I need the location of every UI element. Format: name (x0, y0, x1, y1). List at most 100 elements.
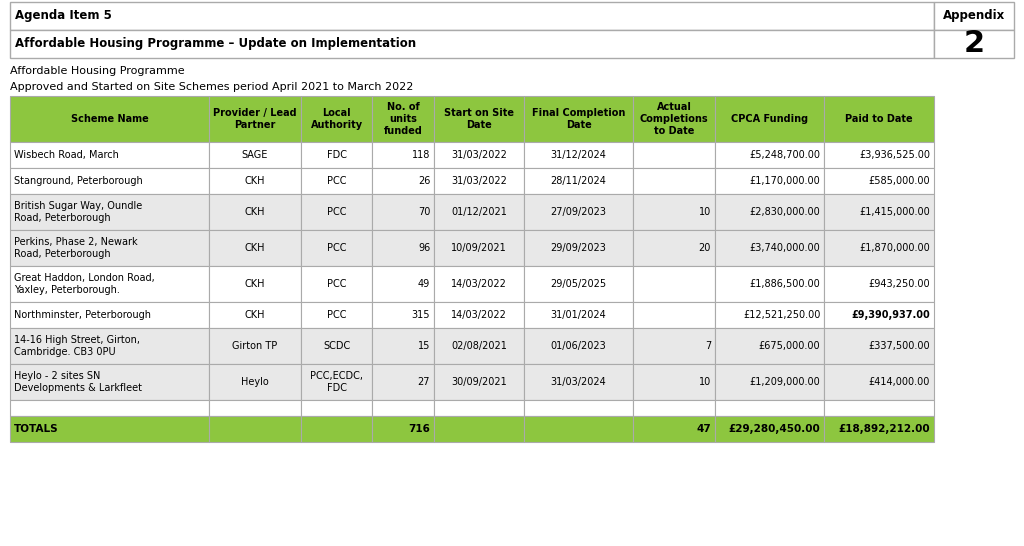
Text: 31/03/2022: 31/03/2022 (451, 176, 507, 186)
Text: CKH: CKH (245, 279, 265, 289)
Bar (373, 96, 434, 142)
Text: PCC: PCC (327, 243, 346, 253)
Text: Paid to Date: Paid to Date (846, 114, 913, 124)
Bar (301, 96, 373, 142)
Bar (10, 364, 209, 400)
Bar (434, 400, 523, 416)
Text: PCC: PCC (327, 310, 346, 320)
Bar (301, 142, 373, 168)
Text: 29/05/2025: 29/05/2025 (551, 279, 606, 289)
Bar (434, 328, 523, 364)
Bar (715, 266, 824, 302)
Bar (10, 416, 209, 442)
Text: £12,521,250.00: £12,521,250.00 (743, 310, 820, 320)
Bar (10, 2, 934, 30)
Bar (209, 416, 301, 442)
Text: British Sugar Way, Oundle
Road, Peterborough: British Sugar Way, Oundle Road, Peterbor… (14, 201, 142, 223)
Text: 28/11/2024: 28/11/2024 (551, 176, 606, 186)
Bar (523, 328, 633, 364)
Text: £9,390,937.00: £9,390,937.00 (851, 310, 930, 320)
Text: £585,000.00: £585,000.00 (868, 176, 930, 186)
Text: £337,500.00: £337,500.00 (868, 341, 930, 351)
Text: £2,830,000.00: £2,830,000.00 (750, 207, 820, 217)
Bar (715, 364, 824, 400)
Bar (523, 266, 633, 302)
Bar (824, 328, 934, 364)
Bar (523, 142, 633, 168)
Text: 02/08/2021: 02/08/2021 (451, 341, 507, 351)
Bar (824, 96, 934, 142)
Text: Northminster, Peterborough: Northminster, Peterborough (14, 310, 151, 320)
Bar (824, 416, 934, 442)
Bar (824, 302, 934, 328)
Text: 15: 15 (418, 341, 430, 351)
Bar (633, 302, 715, 328)
Text: £18,892,212.00: £18,892,212.00 (839, 424, 930, 434)
Bar (373, 400, 434, 416)
Bar (434, 96, 523, 142)
Bar (10, 96, 209, 142)
Bar (633, 142, 715, 168)
Bar (209, 194, 301, 230)
Bar (633, 168, 715, 194)
Bar (715, 96, 824, 142)
Text: Girton TP: Girton TP (232, 341, 278, 351)
Bar (209, 142, 301, 168)
Bar (209, 328, 301, 364)
Text: £414,000.00: £414,000.00 (868, 377, 930, 387)
Bar (715, 142, 824, 168)
Bar (301, 266, 373, 302)
Bar (523, 416, 633, 442)
Text: Approved and Started on Site Schemes period April 2021 to March 2022: Approved and Started on Site Schemes per… (10, 82, 414, 92)
Bar (715, 302, 824, 328)
Text: 27/09/2023: 27/09/2023 (551, 207, 606, 217)
Bar (434, 364, 523, 400)
Text: Heylo: Heylo (241, 377, 269, 387)
Bar (824, 266, 934, 302)
Bar (434, 416, 523, 442)
Bar (715, 400, 824, 416)
Text: Heylo - 2 sites SN
Developments & Larkfleet: Heylo - 2 sites SN Developments & Larkfl… (14, 371, 142, 393)
Bar (824, 168, 934, 194)
Bar (633, 400, 715, 416)
Bar (434, 142, 523, 168)
Bar (434, 168, 523, 194)
Bar (10, 142, 209, 168)
Text: 20: 20 (698, 243, 711, 253)
Text: 10: 10 (698, 207, 711, 217)
Text: 315: 315 (412, 310, 430, 320)
Bar (523, 230, 633, 266)
Bar (934, 2, 1014, 30)
Bar (10, 168, 209, 194)
Text: CPCA Funding: CPCA Funding (731, 114, 808, 124)
Text: £943,250.00: £943,250.00 (868, 279, 930, 289)
Text: Appendix: Appendix (943, 9, 1006, 22)
Text: £29,280,450.00: £29,280,450.00 (729, 424, 820, 434)
Text: 27: 27 (418, 377, 430, 387)
Text: 01/06/2023: 01/06/2023 (551, 341, 606, 351)
Bar (209, 168, 301, 194)
Bar (209, 364, 301, 400)
Text: Affordable Housing Programme – Update on Implementation: Affordable Housing Programme – Update on… (15, 38, 416, 50)
Bar (301, 168, 373, 194)
Text: Actual
Completions
to Date: Actual Completions to Date (640, 103, 709, 135)
Text: £3,740,000.00: £3,740,000.00 (750, 243, 820, 253)
Bar (633, 266, 715, 302)
Bar (715, 416, 824, 442)
Bar (10, 400, 209, 416)
Bar (209, 266, 301, 302)
Text: CKH: CKH (245, 176, 265, 186)
Bar (209, 302, 301, 328)
Bar (824, 400, 934, 416)
Text: 29/09/2023: 29/09/2023 (551, 243, 606, 253)
Text: SCDC: SCDC (323, 341, 350, 351)
Bar (373, 266, 434, 302)
Bar (633, 364, 715, 400)
Text: 31/01/2024: 31/01/2024 (551, 310, 606, 320)
Text: Stanground, Peterborough: Stanground, Peterborough (14, 176, 142, 186)
Text: Start on Site
Date: Start on Site Date (444, 108, 514, 130)
Bar (523, 194, 633, 230)
Text: PCC: PCC (327, 279, 346, 289)
Text: £1,415,000.00: £1,415,000.00 (859, 207, 930, 217)
Bar (523, 168, 633, 194)
